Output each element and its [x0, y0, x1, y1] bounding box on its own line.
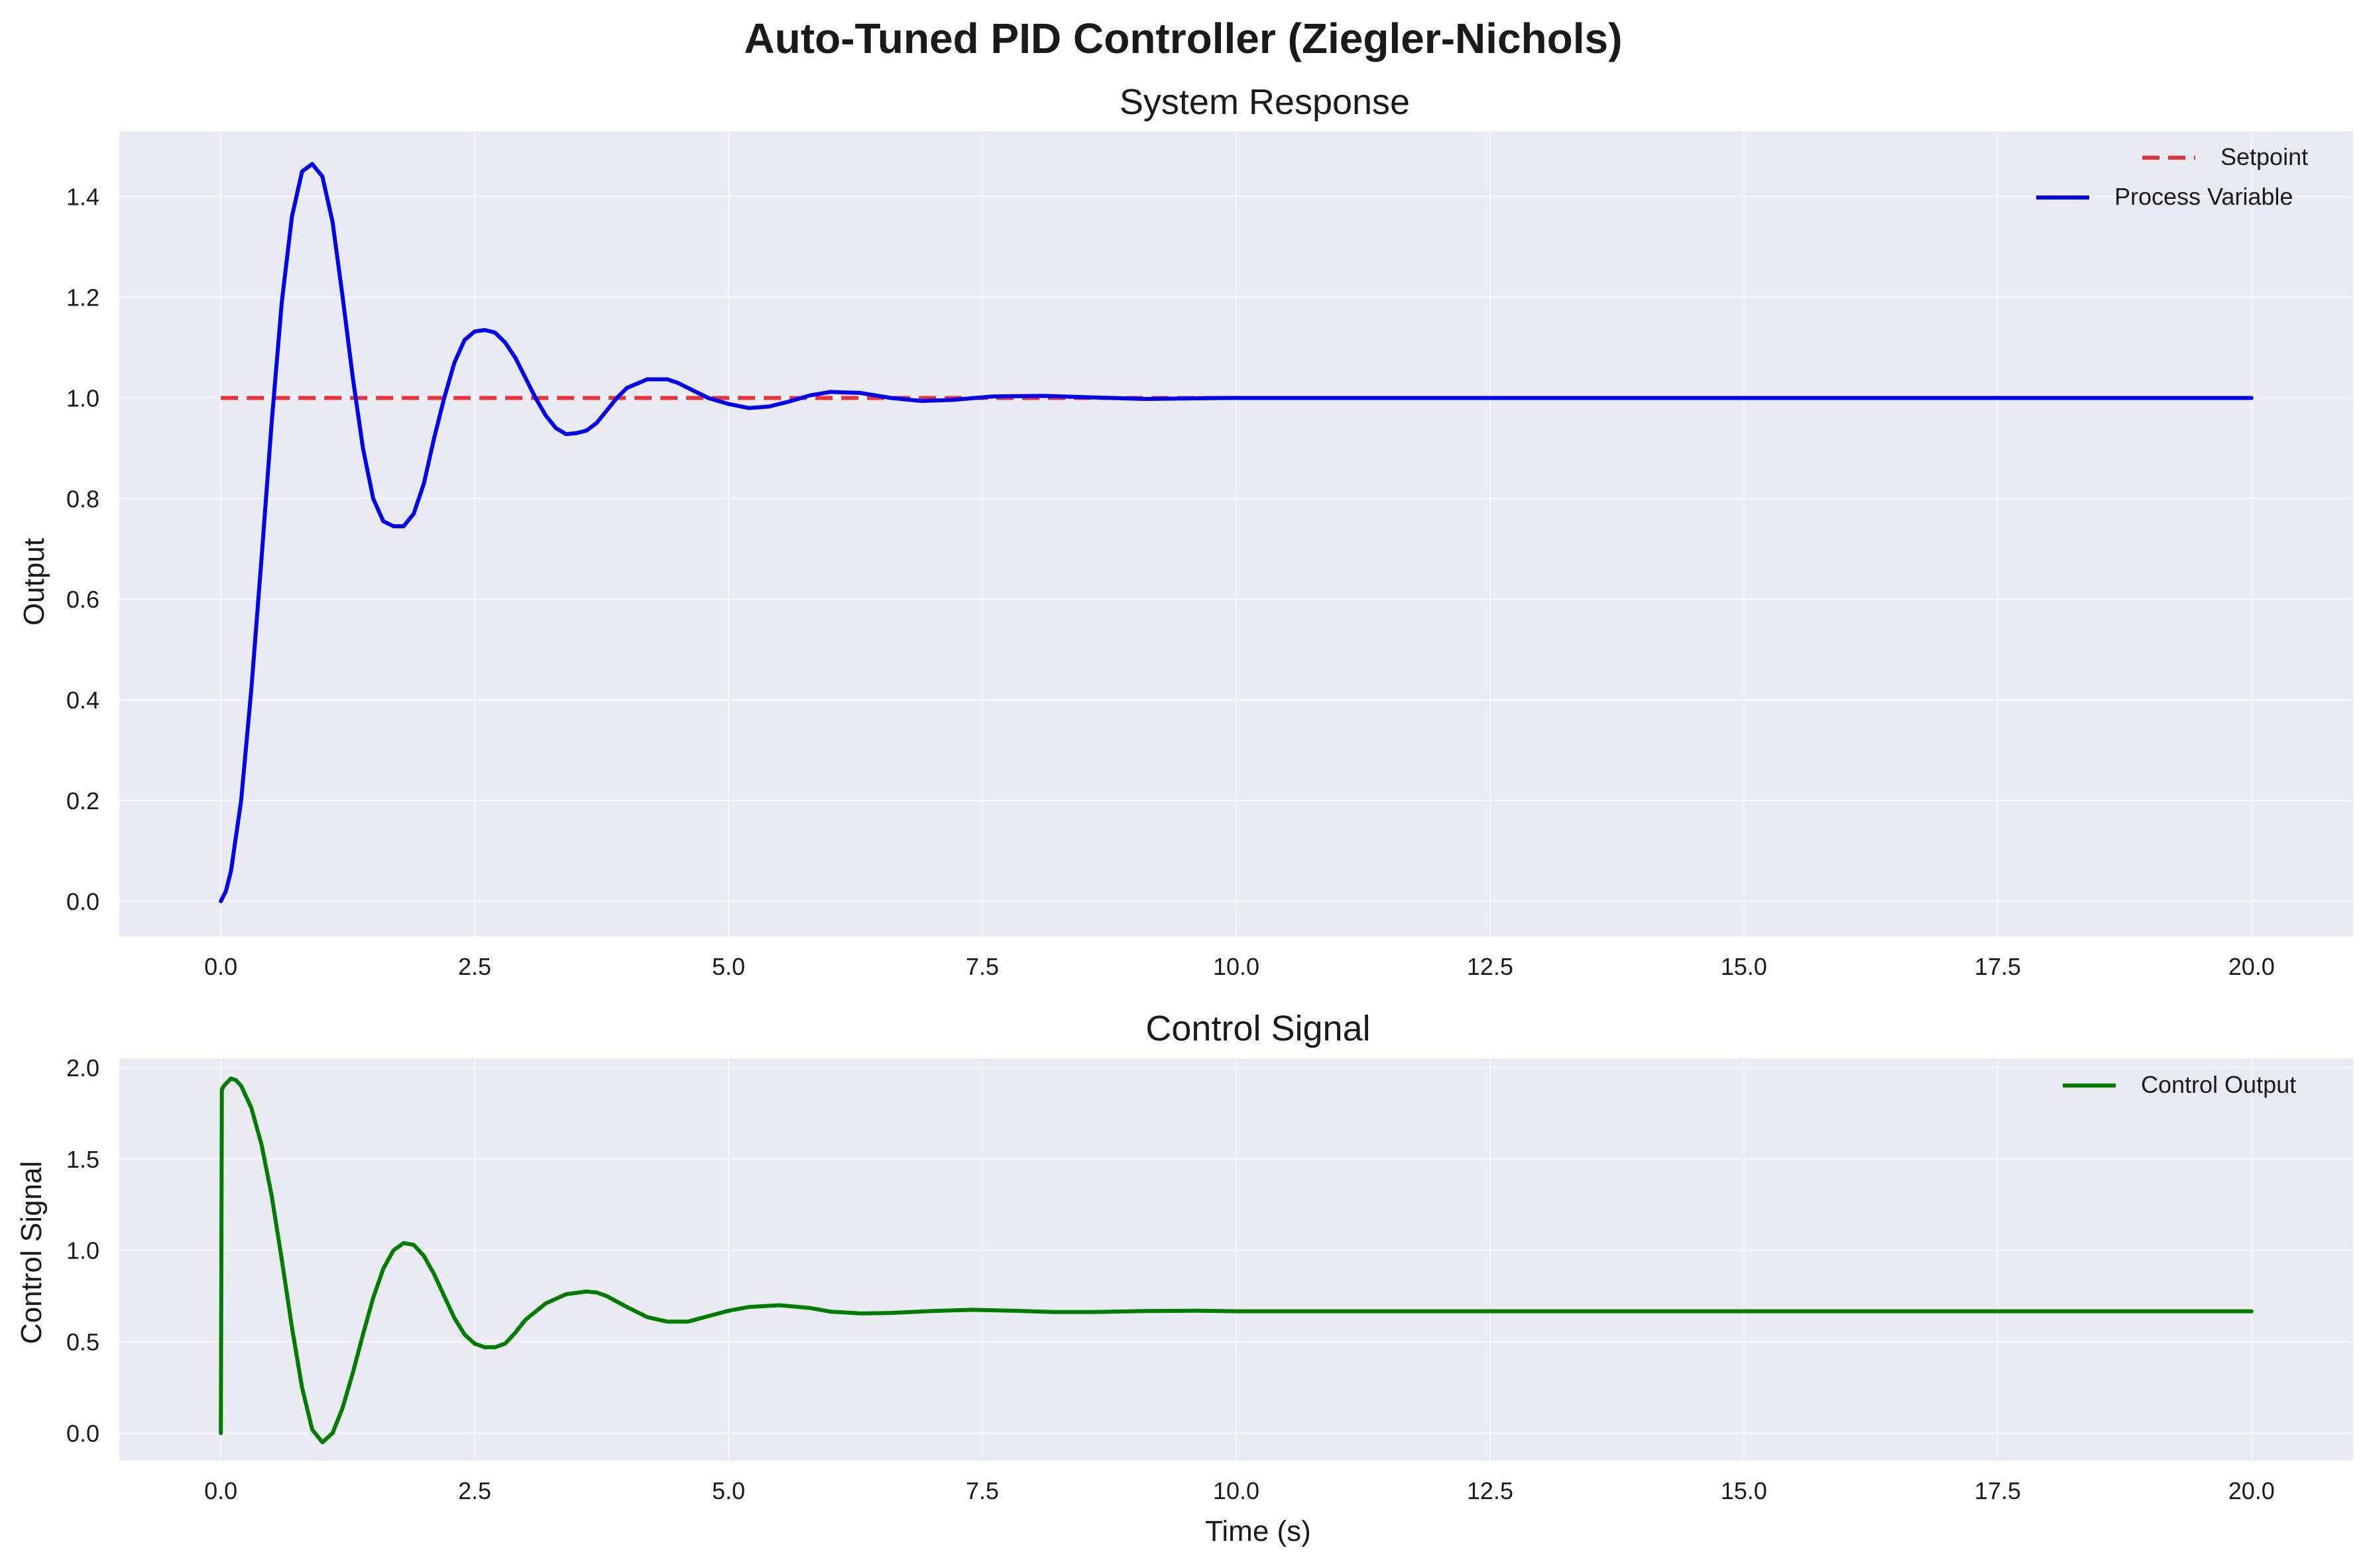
plot-area-0: 0.0 2.5 5.0 7.5 10.0 12.5 15.0 17.5 20.0 0.0 0.2 0.…: [66, 131, 2353, 980]
legend: Control Output: [2063, 1071, 2296, 1098]
system-response-title: System Response: [1120, 82, 1410, 122]
x-tick-label: 20.0: [2228, 1477, 2275, 1504]
control-signal-title: Control Signal: [1145, 1009, 1370, 1048]
y-tick-label: 0.0: [66, 1420, 99, 1447]
x-tick-label: 0.0: [204, 953, 237, 980]
plot-area-1: 0.0 2.5 5.0 7.5 10.0 12.5 15.0 17.5 20.0 0.0 0.5 1.…: [66, 1054, 2353, 1504]
y-tick-label: 0.6: [66, 586, 99, 613]
system-response-ylabel: Output: [18, 538, 50, 626]
x-tick-label: 7.5: [966, 1477, 999, 1504]
y-tick-label: 0.8: [66, 485, 99, 512]
x-tick-label: 2.5: [458, 1477, 491, 1504]
figure-suptitle: Auto-Tuned PID Controller (Ziegler-Nicho…: [744, 15, 1623, 62]
x-tick-label: 12.5: [1467, 1477, 1513, 1504]
control-signal-xlabel: Time (s): [1205, 1515, 1311, 1547]
x-tick-label: 2.5: [458, 953, 491, 980]
legend-entry: Setpoint: [2221, 143, 2308, 170]
y-tick-label: 0.0: [66, 888, 99, 915]
y-tick-label: 1.0: [66, 384, 99, 412]
series-line-process-variable: [219, 162, 2254, 903]
y-tick-label: 0.4: [66, 687, 99, 714]
legend-entry: Control Output: [2141, 1071, 2296, 1098]
x-tick-label: 17.5: [1975, 953, 2021, 980]
control-signal-ylabel: Control Signal: [15, 1161, 48, 1344]
control-signal-axes: 0.0 2.5 5.0 7.5 10.0 12.5 15.0 17.5 20.0 0.0 0.5 1.…: [15, 1009, 2353, 1547]
y-tick-label: 0.2: [66, 787, 99, 814]
x-tick-label: 15.0: [1721, 1477, 1767, 1504]
y-tick-label: 1.4: [66, 184, 99, 211]
x-tick-label: 15.0: [1721, 953, 1767, 980]
x-tick-label: 5.0: [712, 1477, 745, 1504]
x-tick-label: 10.0: [1213, 1477, 1259, 1504]
legend: Setpoint Process Variable: [2036, 143, 2308, 210]
x-tick-label: 20.0: [2228, 953, 2275, 980]
system-response-axes: 0.0 2.5 5.0 7.5 10.0 12.5 15.0 17.5 20.0 0.0 0.2 0.…: [18, 82, 2353, 980]
y-tick-label: 2.0: [66, 1054, 99, 1082]
x-tick-label: 0.0: [204, 1477, 237, 1504]
y-tick-label: 1.0: [66, 1237, 99, 1264]
x-tick-label: 17.5: [1975, 1477, 2021, 1504]
y-tick-label: 1.2: [66, 284, 99, 311]
x-tick-label: 10.0: [1213, 953, 1259, 980]
x-tick-label: 5.0: [712, 953, 745, 980]
y-tick-label: 1.5: [66, 1146, 99, 1173]
x-tick-label: 12.5: [1467, 953, 1513, 980]
y-tick-label: 0.5: [66, 1329, 99, 1356]
legend-entry: Process Variable: [2114, 183, 2293, 210]
series-line-control-output: [219, 1076, 2254, 1445]
x-tick-label: 7.5: [966, 953, 999, 980]
